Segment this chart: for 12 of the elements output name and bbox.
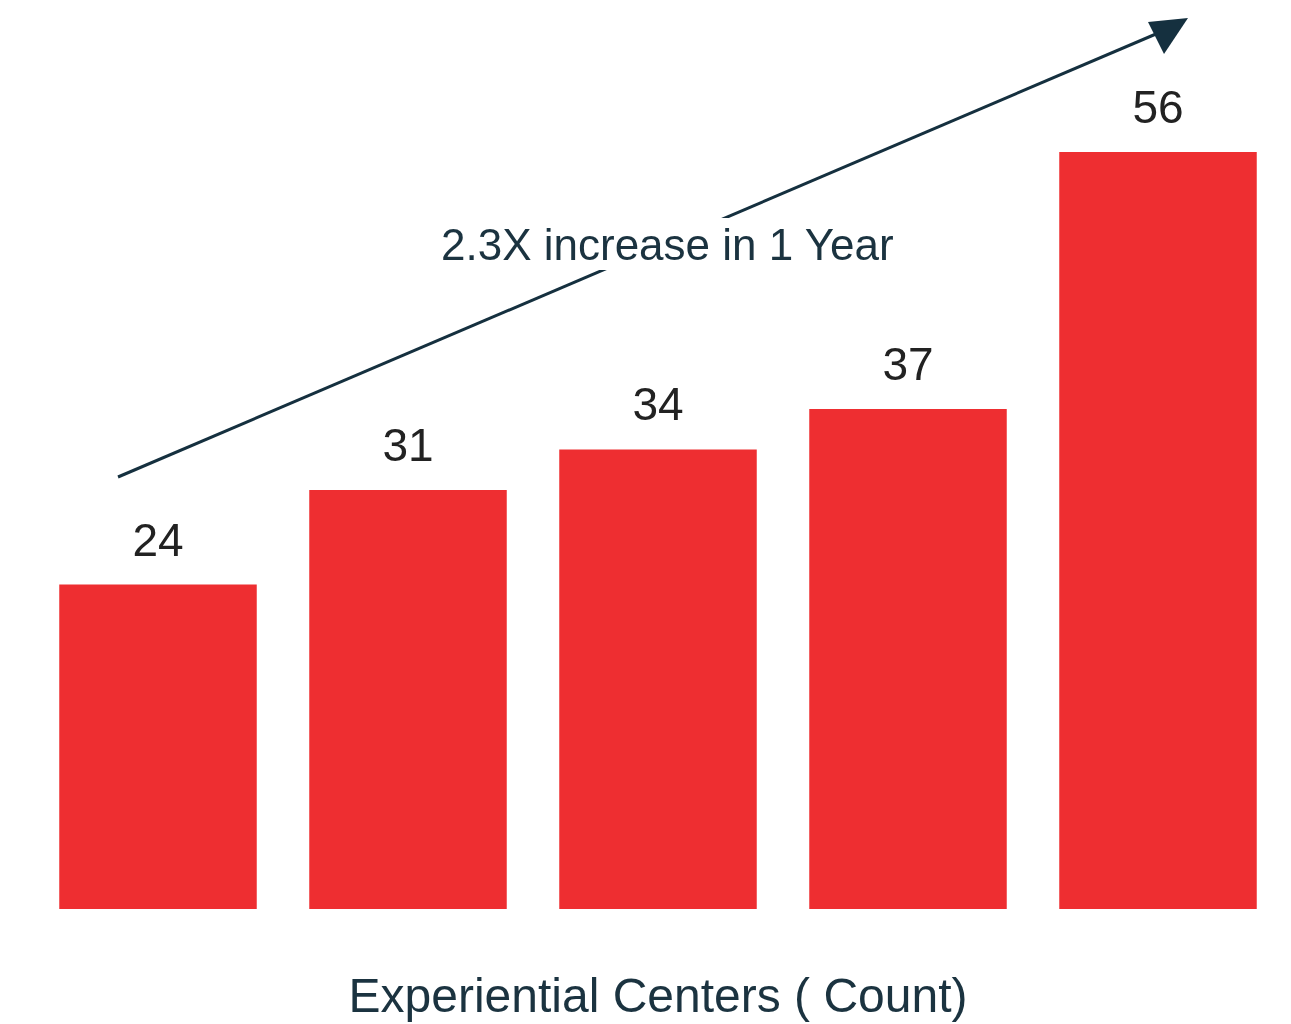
bar [809,408,1007,909]
data-label: 34 [632,378,684,431]
bar [59,584,257,909]
data-label: 31 [382,418,434,471]
annotation: 2.3X increase in 1 Year [441,219,894,269]
data-label: 24 [132,513,184,566]
data-label: 37 [882,337,934,390]
bar [559,449,757,909]
data-label: 56 [1132,81,1184,134]
bar [309,489,507,909]
bar [1059,152,1257,909]
x-axis-title: Experiential Centers ( Count) [348,968,968,1022]
